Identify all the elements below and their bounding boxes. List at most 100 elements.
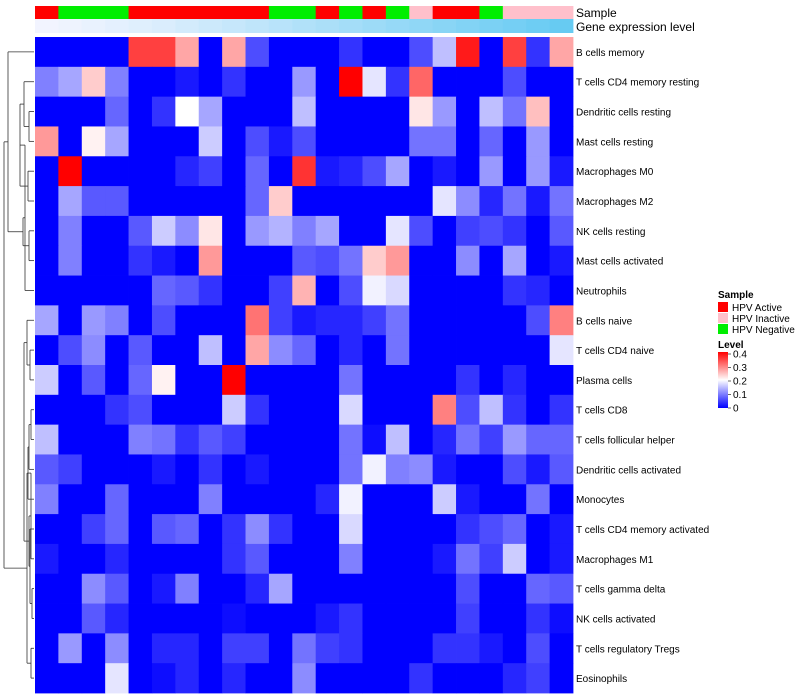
annotation-label-sample: Sample <box>576 6 617 20</box>
heatmap-cell <box>58 663 83 694</box>
sample-annotation-cell <box>409 6 434 19</box>
heatmap-cell <box>222 126 246 157</box>
heatmap-cell <box>362 543 387 575</box>
heatmap-cell <box>128 37 153 68</box>
heatmap-cell <box>456 215 480 247</box>
heatmap-cell <box>339 424 363 455</box>
legend-swatch-hpv-negative <box>718 324 728 334</box>
legend-level-title: Level <box>718 340 744 351</box>
heatmap-cell <box>315 156 340 187</box>
sample-annotation-cell <box>432 6 457 19</box>
heatmap-cell <box>526 365 551 396</box>
heatmap-cell <box>245 514 270 545</box>
heatmap-cell <box>479 424 504 455</box>
heatmap-cell <box>151 573 176 604</box>
heatmap-cell <box>105 454 129 485</box>
heatmap-cell <box>292 96 317 127</box>
heatmap-cell <box>128 603 153 634</box>
heatmap-cell <box>339 335 363 366</box>
heatmap-cell <box>409 275 434 306</box>
heatmap-cell <box>502 543 527 575</box>
heatmap-cell <box>385 394 410 426</box>
heatmap-cell <box>526 37 551 68</box>
heatmap-cell <box>35 186 59 217</box>
heatmap-cell <box>222 37 246 68</box>
heatmap-cell <box>151 96 176 127</box>
heatmap-cell <box>58 514 83 545</box>
heatmap-cell <box>268 573 293 604</box>
heatmap-cell <box>105 305 129 336</box>
heatmap-cell <box>432 156 457 187</box>
heatmap-cell <box>245 663 270 694</box>
heatmap-cell <box>175 365 200 396</box>
heatmap-cell <box>292 335 317 366</box>
heatmap-cell <box>128 454 153 485</box>
sample-annotation-cell <box>362 6 387 19</box>
heatmap-cell <box>549 663 574 694</box>
heatmap-cell <box>198 663 223 694</box>
legend-label-hpv-active: HPV Active <box>732 303 782 314</box>
heatmap-cell <box>339 96 363 127</box>
heatmap-cell <box>502 663 527 694</box>
heatmap-cell <box>268 454 293 485</box>
heatmap-cell <box>479 543 504 575</box>
heatmap-cell <box>362 96 387 127</box>
sample-annotation-cell <box>479 6 504 19</box>
heatmap-cell <box>222 484 246 515</box>
heatmap-cell <box>549 156 574 187</box>
row-label: B cells naive <box>576 316 633 327</box>
heatmap-cell <box>81 484 106 515</box>
heatmap-cell <box>151 603 176 634</box>
heatmap-cell <box>35 543 59 575</box>
heatmap-cell <box>105 394 129 426</box>
heatmap-cell <box>385 424 410 455</box>
expression-annotation-cell <box>58 19 83 33</box>
heatmap-cell <box>222 186 246 217</box>
heatmap-cell <box>128 275 153 306</box>
heatmap-cell <box>151 37 176 68</box>
expression-annotation-cell <box>549 19 574 33</box>
heatmap-cell <box>292 66 317 98</box>
heatmap-cell <box>409 186 434 217</box>
heatmap-cell <box>385 603 410 634</box>
heatmap-cell <box>479 633 504 664</box>
heatmap-cell <box>245 245 270 276</box>
heatmap-cell <box>385 37 410 68</box>
heatmap-cell <box>222 394 246 426</box>
legend-swatch-hpv-inactive <box>718 313 728 323</box>
heatmap-cell <box>198 96 223 127</box>
heatmap-cell <box>128 66 153 98</box>
heatmap-cell <box>81 96 106 127</box>
heatmap-cell <box>315 186 340 217</box>
heatmap-cell <box>175 335 200 366</box>
heatmap-cell <box>58 186 83 217</box>
heatmap-cell <box>245 633 270 664</box>
heatmap-cell <box>151 275 176 306</box>
heatmap-cell <box>526 424 551 455</box>
heatmap-cell <box>479 215 504 247</box>
heatmap-cell <box>175 454 200 485</box>
heatmap-cell <box>268 543 293 575</box>
heatmap-cell <box>362 424 387 455</box>
heatmap-cell <box>175 424 200 455</box>
heatmap-cell <box>198 633 223 664</box>
heatmap-cell <box>268 603 293 634</box>
heatmap-cell <box>339 37 363 68</box>
heatmap-cell <box>58 96 83 127</box>
heatmap-cell <box>292 156 317 187</box>
heatmap-cell <box>81 275 106 306</box>
heatmap-cell <box>526 394 551 426</box>
heatmap-cell <box>35 663 59 694</box>
heatmap-cell <box>151 394 176 426</box>
heatmap-cell <box>245 484 270 515</box>
heatmap-cell <box>409 573 434 604</box>
heatmap-cell <box>151 305 176 336</box>
heatmap-cell <box>315 543 340 575</box>
heatmap-cell <box>432 573 457 604</box>
heatmap-cell <box>58 305 83 336</box>
heatmap-cell <box>432 275 457 306</box>
heatmap-cell <box>35 365 59 396</box>
heatmap-cell <box>432 454 457 485</box>
row-label: T cells CD4 memory activated <box>576 525 709 536</box>
